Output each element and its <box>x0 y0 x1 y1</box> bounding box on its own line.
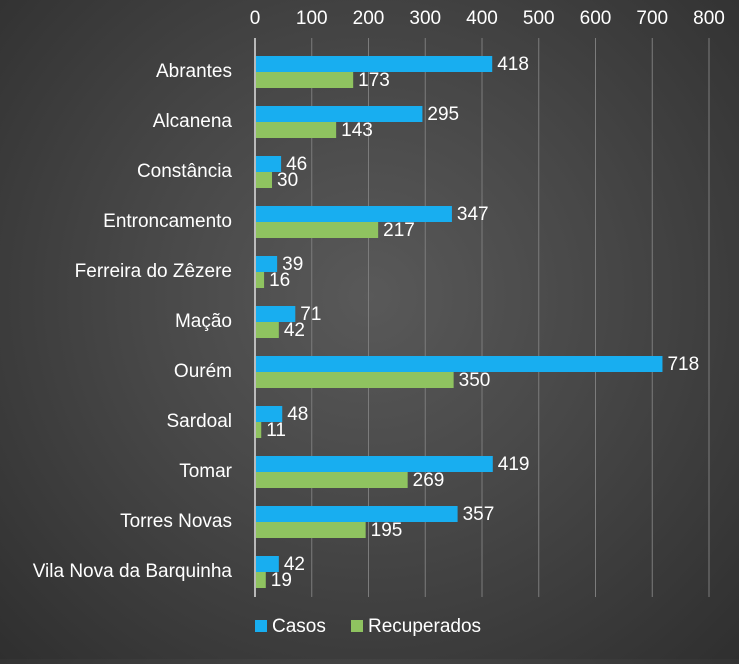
data-label: 16 <box>269 270 290 291</box>
data-labels: 4181732951434630347217391671427183504811… <box>266 54 699 591</box>
data-label: 350 <box>459 370 491 391</box>
data-label: 418 <box>497 54 529 75</box>
legend: Casos Recuperados <box>255 616 481 637</box>
data-label: 195 <box>371 520 403 541</box>
bar-recuperados <box>256 272 265 288</box>
category-label: Ourém <box>174 361 232 382</box>
bar-recuperados <box>256 422 262 438</box>
bar-recuperados <box>256 72 354 88</box>
bar-recuperados <box>256 172 273 188</box>
bar-casos <box>256 306 296 322</box>
category-label: Torres Novas <box>120 511 232 532</box>
bar-casos <box>256 456 493 472</box>
x-tick-label: 200 <box>353 8 385 29</box>
data-label: 217 <box>383 220 415 241</box>
bar-casos <box>256 56 493 72</box>
category-label: Sardoal <box>167 411 233 432</box>
x-tick-label: 400 <box>466 8 498 29</box>
x-tick-label: 100 <box>296 8 328 29</box>
category-label: Mação <box>175 311 232 332</box>
x-tick-label: 500 <box>523 8 555 29</box>
data-label: 419 <box>498 454 530 475</box>
bar-casos <box>256 106 423 122</box>
bar-recuperados <box>256 222 379 238</box>
category-label: Constância <box>137 161 232 182</box>
data-label: 295 <box>427 104 459 125</box>
bar-casos <box>256 356 663 372</box>
bar-casos <box>256 156 282 172</box>
category-label: Tomar <box>179 461 232 482</box>
data-label: 19 <box>271 570 292 591</box>
data-label: 46 <box>286 154 307 175</box>
data-label: 30 <box>277 170 298 191</box>
bars <box>256 56 663 588</box>
category-label: Alcanena <box>153 111 233 132</box>
data-label: 71 <box>300 304 321 325</box>
data-label: 143 <box>341 120 373 141</box>
bar-recuperados <box>256 472 408 488</box>
data-label: 42 <box>284 320 305 341</box>
data-label: 173 <box>358 70 390 91</box>
data-label: 269 <box>413 470 445 491</box>
x-tick-label: 300 <box>409 8 441 29</box>
category-labels: Abrantes Alcanena Constância Entroncamento F… <box>33 61 233 582</box>
legend-swatch <box>255 620 267 632</box>
data-label: 347 <box>457 204 489 225</box>
bar-casos <box>256 256 278 272</box>
bar-recuperados <box>256 122 337 138</box>
bar-casos <box>256 406 283 422</box>
x-axis-ticks: 0 100 200 300 400 500 600 700 800 <box>250 8 725 29</box>
bar-recuperados <box>256 522 366 538</box>
bar-recuperados <box>256 572 266 588</box>
bar-recuperados <box>256 372 454 388</box>
data-label: 39 <box>282 254 303 275</box>
data-label: 11 <box>266 420 286 441</box>
x-tick-label: 700 <box>636 8 668 29</box>
data-label: 48 <box>287 404 308 425</box>
bar-casos <box>256 556 279 572</box>
x-tick-label: 0 <box>250 8 261 29</box>
data-label: 718 <box>667 354 699 375</box>
legend-label: Casos <box>272 616 326 637</box>
bar-casos <box>256 506 458 522</box>
data-label: 357 <box>463 504 495 525</box>
category-label: Vila Nova da Barquinha <box>33 561 233 582</box>
category-label: Entroncamento <box>103 211 232 232</box>
x-tick-label: 800 <box>693 8 725 29</box>
bar-recuperados <box>256 322 279 338</box>
bar-casos <box>256 206 452 222</box>
x-tick-label: 600 <box>580 8 612 29</box>
data-label: 42 <box>284 554 305 575</box>
category-label: Abrantes <box>156 61 232 82</box>
legend-label: Recuperados <box>368 616 481 637</box>
legend-swatch <box>351 620 363 632</box>
category-label: Ferreira do Zêzere <box>75 261 232 282</box>
